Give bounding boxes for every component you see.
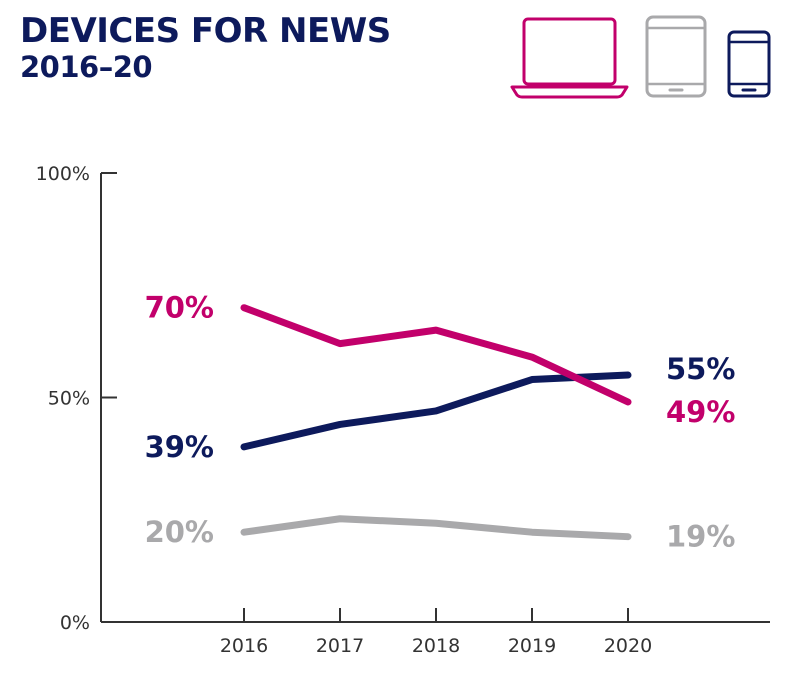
- x-tick-label: 2016: [220, 635, 268, 657]
- x-tick-label: 2019: [508, 635, 556, 657]
- y-tick-label: 100%: [36, 163, 90, 185]
- chart-title-block: DEVICES FOR NEWS 2016–20: [20, 11, 391, 84]
- series-line-computer: [240, 304, 632, 406]
- x-tick-label: 2020: [604, 635, 652, 657]
- smartphone-icon: [727, 30, 771, 98]
- series-lines: [240, 304, 632, 541]
- start-label-computer: 70%: [145, 291, 214, 325]
- data-labels: 70% 49% 39% 55% 20% 19%: [145, 291, 736, 554]
- y-tick-label: 50%: [48, 388, 90, 410]
- x-axis-ticks: 2016 2017 2018 2019 2020: [220, 608, 652, 657]
- end-label-smartphone: 55%: [666, 352, 735, 386]
- x-tick-label: 2018: [412, 635, 460, 657]
- x-tick-label: 2017: [316, 635, 364, 657]
- start-label-tablet: 20%: [145, 515, 214, 549]
- series-line-tablet: [240, 515, 632, 541]
- end-label-tablet: 19%: [666, 520, 735, 554]
- start-label-smartphone: 39%: [145, 430, 214, 464]
- end-label-computer: 49%: [666, 395, 735, 429]
- chart-subtitle: 2016–20: [20, 49, 153, 84]
- tablet-icon: [645, 15, 707, 98]
- chart-title: DEVICES FOR NEWS: [20, 11, 391, 51]
- laptop-icon: [510, 17, 629, 99]
- y-axis-ticks: 0% 50% 100%: [36, 163, 117, 634]
- y-tick-label: 0%: [60, 612, 90, 634]
